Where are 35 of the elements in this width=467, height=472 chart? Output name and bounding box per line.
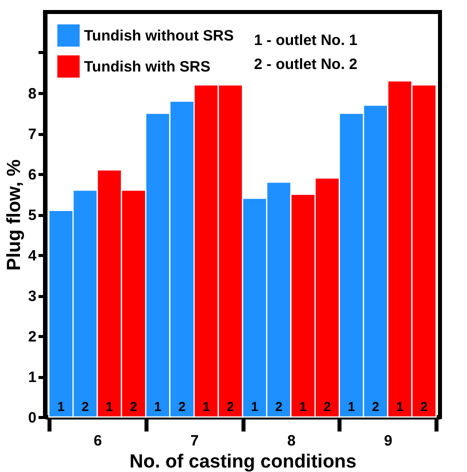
annotation: 1	[299, 399, 307, 414]
y-tick-label: 2	[28, 328, 36, 346]
x-tick-label: 6	[94, 432, 102, 450]
y-tick-label: 8	[28, 86, 36, 102]
x-tick-label: 9	[384, 432, 392, 450]
y-tick-label: 7	[28, 126, 36, 143]
y-tick-label: 4	[28, 248, 38, 264]
legend-label: Tundish with SRS	[84, 58, 210, 76]
y-tick-label: 1	[28, 369, 36, 386]
annotation: 1	[348, 399, 356, 414]
x-tick-label: 7	[190, 432, 199, 450]
annotation: 1	[202, 399, 210, 414]
annotation: 2	[226, 399, 234, 414]
annotation: 1 - outlet No. 1	[254, 32, 358, 49]
annotation: 2	[130, 399, 138, 414]
x-axis-title: No. of casting conditions	[130, 452, 356, 472]
x-tick-label: 8	[287, 432, 296, 450]
y-axis-title: Plug flow, %	[4, 159, 26, 271]
annotation: 2	[372, 399, 380, 414]
y-tick-label: 5	[28, 207, 36, 224]
y-tick-label: 0	[28, 410, 36, 426]
annotation: 1	[154, 399, 162, 414]
annotation: 1	[396, 399, 404, 414]
annotation: 1	[250, 399, 258, 414]
annotation: 2 - outlet No. 2	[254, 56, 358, 73]
annotation: 2	[324, 399, 331, 414]
legend-label: Tundish without SRS	[84, 28, 234, 44]
y-tick-label: 6	[28, 166, 36, 184]
annotation: 1	[106, 399, 113, 414]
annotation: 2	[82, 399, 89, 414]
annotation: 2	[275, 399, 282, 414]
y-tick-label: 3	[28, 288, 36, 305]
annotation: 2	[178, 399, 186, 414]
annotation: 1	[57, 399, 65, 414]
annotation: 2	[420, 399, 428, 414]
